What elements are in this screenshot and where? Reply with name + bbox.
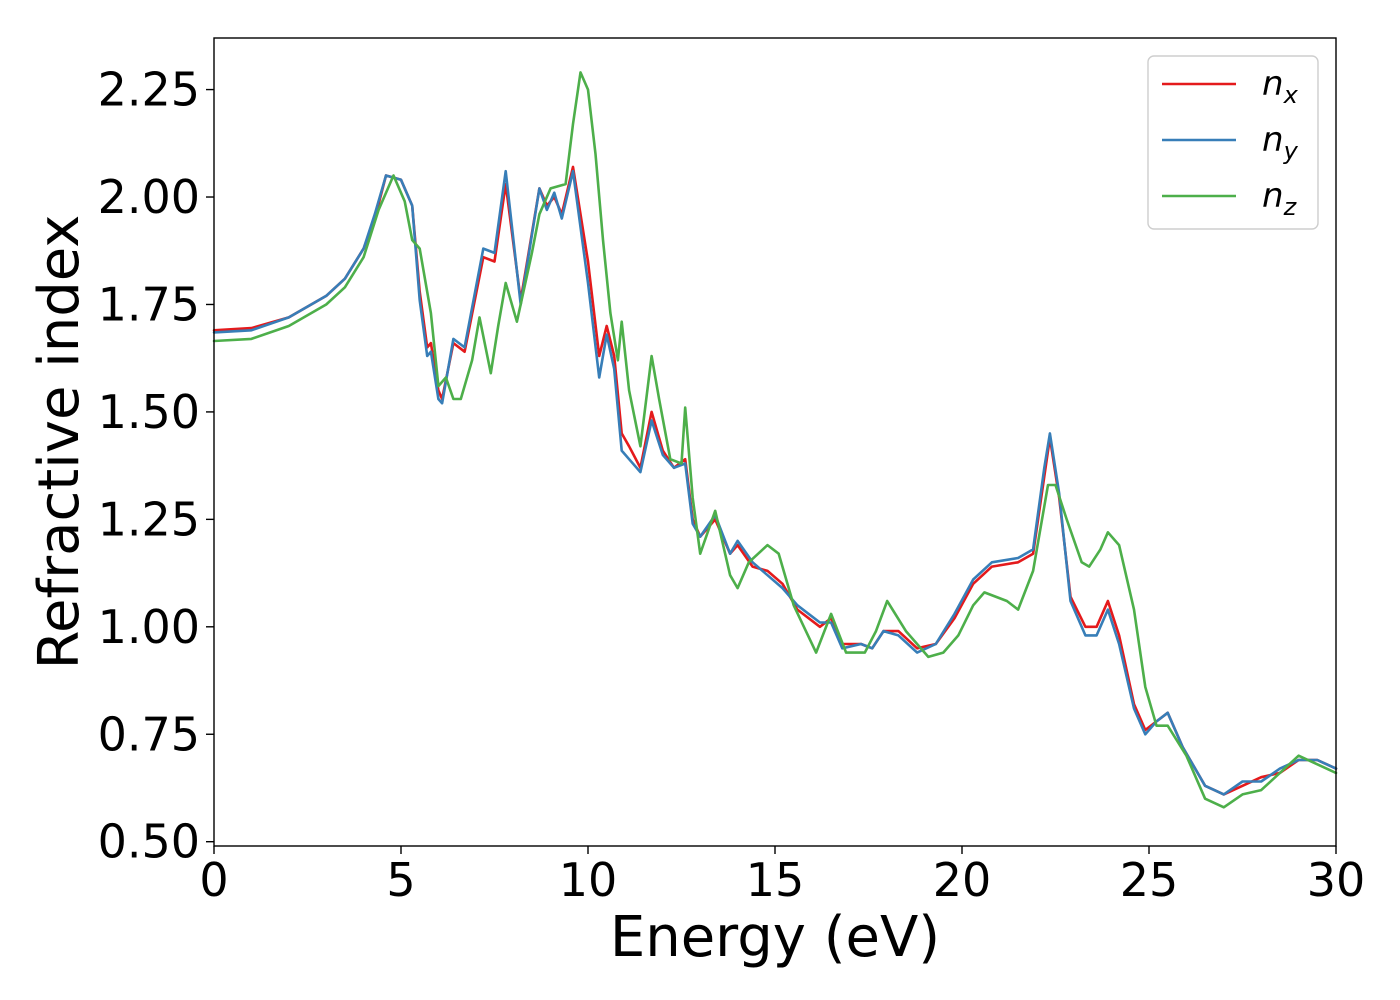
y-axis-title: Refractive index xyxy=(27,215,92,670)
legend-label-subscript: z xyxy=(1283,193,1298,221)
x-tick-label: 30 xyxy=(1307,853,1366,907)
legend-label-subscript: x xyxy=(1283,81,1299,109)
x-tick-label: 10 xyxy=(559,853,618,907)
legend-label-y: ny xyxy=(1262,120,1299,165)
y-tick-label: 1.25 xyxy=(98,492,200,546)
series-line-z xyxy=(212,71,1338,809)
y-tick-label: 2.25 xyxy=(98,63,200,117)
series-lines xyxy=(212,71,1338,809)
y-tick-label: 0.75 xyxy=(98,707,200,761)
y-tick-label: 0.50 xyxy=(98,815,200,869)
x-tick-label: 15 xyxy=(746,853,805,907)
y-tick-label: 1.75 xyxy=(98,277,200,331)
y-tick-label: 2.00 xyxy=(98,170,200,224)
y-tick-label: 1.00 xyxy=(98,600,200,654)
y-axis-ticks: 0.50 0.75 1.00 1.25 1.50 1.75 2.00 2.25 xyxy=(98,63,214,869)
series-line-y xyxy=(212,169,1338,796)
legend-box xyxy=(1147,55,1319,230)
x-tick-label: 5 xyxy=(386,853,415,907)
legend-label-subscript: y xyxy=(1283,137,1299,165)
x-tick-label: 20 xyxy=(933,853,992,907)
y-tick-label: 1.50 xyxy=(98,385,200,439)
x-axis-title: Energy (eV) xyxy=(610,905,940,970)
x-axis-ticks: 0 5 10 15 20 25 30 xyxy=(199,846,1365,907)
x-tick-label: 0 xyxy=(199,853,228,907)
x-tick-label: 25 xyxy=(1120,853,1179,907)
